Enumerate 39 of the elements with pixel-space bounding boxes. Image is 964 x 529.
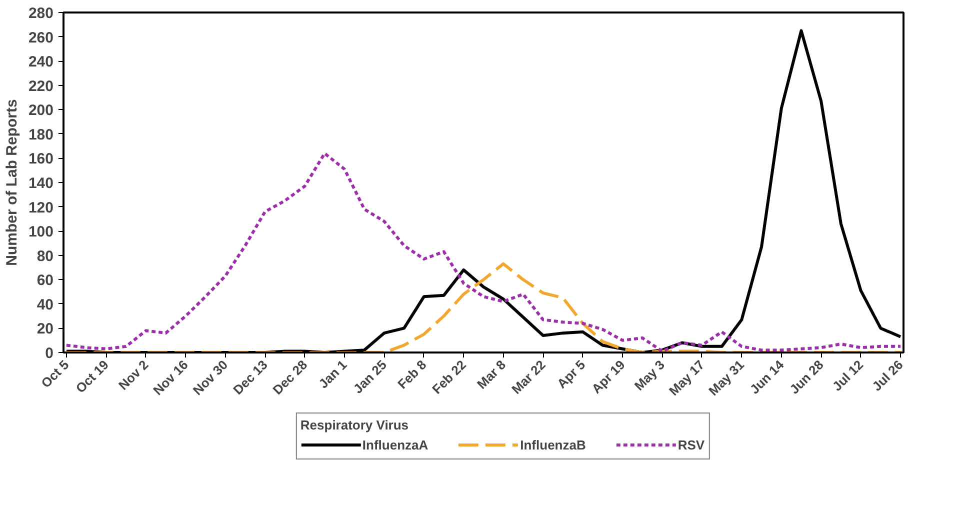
x-tick-label: Dec 28	[270, 357, 310, 398]
legend-label: InfluenzaA	[362, 437, 428, 452]
x-tick-label: May 3	[631, 357, 668, 394]
y-tick-label: 200	[28, 102, 54, 120]
y-tick-label: 100	[28, 224, 54, 241]
y-tick-label: 260	[28, 29, 54, 46]
x-tick-label: Jul 26	[869, 357, 906, 394]
x-tick-label: Nov 30	[190, 357, 231, 398]
x-tick-label: Apr 19	[588, 357, 628, 396]
x-tick-label: Jun 14	[746, 356, 788, 397]
y-tick-label: 240	[28, 54, 54, 71]
x-tick-label: May 31	[706, 357, 747, 398]
y-tick-label: 220	[28, 78, 54, 95]
x-tick-label: Feb 22	[429, 357, 469, 397]
y-tick-label: 40	[36, 296, 54, 314]
x-tick-label: Oct 19	[72, 357, 112, 396]
x-tick-label: Jun 28	[786, 357, 826, 397]
y-tick-label: 140	[28, 175, 54, 192]
x-tick-label: Mar 22	[508, 357, 548, 397]
y-tick-label: 60	[36, 272, 54, 290]
y-axis-title: Number of Lab Reports	[3, 99, 20, 266]
x-tick-label: Feb 8	[394, 357, 430, 392]
x-tick-label: Apr 5	[554, 357, 588, 392]
y-tick-label: 20	[36, 320, 54, 338]
legend-title: Respiratory Virus	[300, 418, 410, 432]
y-tick-label: 180	[28, 126, 54, 144]
x-tick-label: Dec 13	[230, 357, 270, 398]
x-tick-label: Mar 8	[474, 357, 509, 392]
y-tick-label: 160	[28, 150, 54, 168]
legend-label: InfluenzaB	[520, 437, 586, 452]
y-tick-label: 280	[28, 5, 54, 22]
x-tick-label: Jan 25	[350, 357, 390, 396]
y-tick-label: 120	[28, 199, 54, 216]
legend-label: RSV	[678, 437, 705, 452]
x-tick-label: Nov 2	[116, 357, 152, 393]
x-tick-label: Jan 1	[316, 357, 350, 392]
x-tick-label: Nov 16	[150, 357, 191, 398]
x-tick-label: Jul 12	[829, 357, 866, 394]
y-tick-label: 80	[36, 248, 54, 265]
